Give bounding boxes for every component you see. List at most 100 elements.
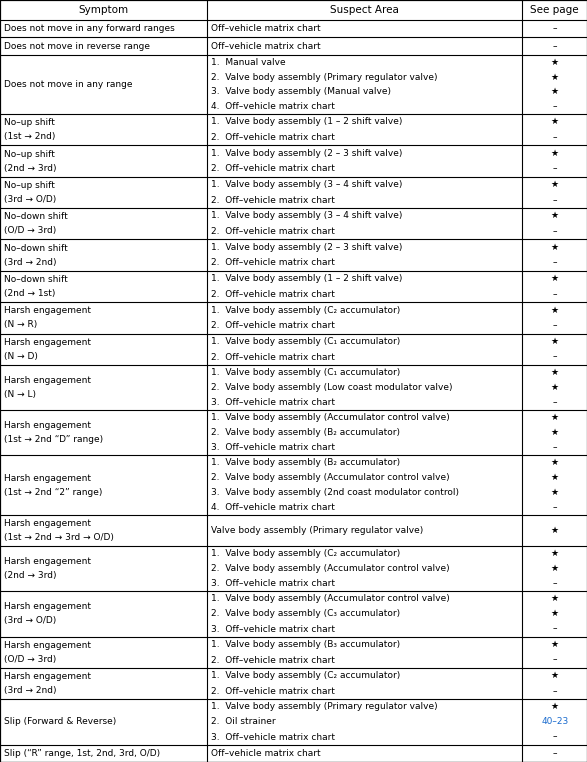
Text: No–up shift: No–up shift [4, 118, 55, 127]
Text: (3rd → O/D): (3rd → O/D) [4, 195, 56, 204]
Text: –: – [552, 102, 557, 111]
Text: No–up shift: No–up shift [4, 181, 55, 190]
Text: Symptom: Symptom [78, 5, 129, 15]
Text: 4.  Off–vehicle matrix chart: 4. Off–vehicle matrix chart [211, 102, 335, 111]
Text: –: – [552, 579, 557, 588]
Text: 2.  Off–vehicle matrix chart: 2. Off–vehicle matrix chart [211, 322, 335, 330]
Text: No–down shift: No–down shift [4, 244, 68, 253]
Text: 3.  Off–vehicle matrix chart: 3. Off–vehicle matrix chart [211, 443, 335, 453]
Text: ★: ★ [551, 58, 559, 67]
Text: 3.  Off–vehicle matrix chart: 3. Off–vehicle matrix chart [211, 625, 335, 633]
Text: Slip (“R” range, 1st, 2nd, 3rd, O/D): Slip (“R” range, 1st, 2nd, 3rd, O/D) [4, 749, 160, 757]
Text: 1.  Valve body assembly (C₂ accumulator): 1. Valve body assembly (C₂ accumulator) [211, 306, 400, 315]
Text: ★: ★ [551, 368, 559, 377]
Text: –: – [552, 503, 557, 512]
Text: –: – [552, 24, 557, 34]
Text: ★: ★ [551, 413, 559, 422]
Text: Harsh engagement: Harsh engagement [4, 603, 91, 611]
Text: –: – [552, 625, 557, 633]
Text: 1.  Valve body assembly (3 – 4 shift valve): 1. Valve body assembly (3 – 4 shift valv… [211, 180, 402, 189]
Text: –: – [552, 732, 557, 741]
Text: ★: ★ [551, 594, 559, 604]
Text: No–down shift: No–down shift [4, 213, 68, 221]
Text: 2.  Off–vehicle matrix chart: 2. Off–vehicle matrix chart [211, 353, 335, 361]
Text: 40–23: 40–23 [541, 718, 568, 726]
Text: –: – [552, 687, 557, 696]
Text: –: – [552, 655, 557, 664]
Text: (2nd → 3rd): (2nd → 3rd) [4, 572, 56, 580]
Text: Harsh engagement: Harsh engagement [4, 306, 91, 315]
Text: Does not move in reverse range: Does not move in reverse range [4, 42, 150, 50]
Text: 1.  Valve body assembly (C₂ accumulator): 1. Valve body assembly (C₂ accumulator) [211, 549, 400, 558]
Text: Off–vehicle matrix chart: Off–vehicle matrix chart [211, 749, 321, 757]
Text: Does not move in any range: Does not move in any range [4, 80, 133, 89]
Text: (1st → 2nd “D” range): (1st → 2nd “D” range) [4, 435, 103, 444]
Text: See page: See page [531, 5, 579, 15]
Text: 1.  Valve body assembly (1 – 2 shift valve): 1. Valve body assembly (1 – 2 shift valv… [211, 274, 402, 283]
Text: 2.  Valve body assembly (Accumulator control valve): 2. Valve body assembly (Accumulator cont… [211, 473, 449, 482]
Text: –: – [552, 290, 557, 299]
Text: 2.  Off–vehicle matrix chart: 2. Off–vehicle matrix chart [211, 165, 335, 174]
Text: 1.  Valve body assembly (Accumulator control valve): 1. Valve body assembly (Accumulator cont… [211, 594, 450, 604]
Text: ★: ★ [551, 306, 559, 315]
Text: 1.  Manual valve: 1. Manual valve [211, 58, 285, 67]
Text: 2.  Off–vehicle matrix chart: 2. Off–vehicle matrix chart [211, 196, 335, 205]
Text: ★: ★ [551, 149, 559, 158]
Text: Suspect Area: Suspect Area [330, 5, 399, 15]
Text: Slip (Forward & Reverse): Slip (Forward & Reverse) [4, 718, 116, 726]
Text: 1.  Valve body assembly (B₂ accumulator): 1. Valve body assembly (B₂ accumulator) [211, 459, 400, 467]
Text: 1.  Valve body assembly (B₃ accumulator): 1. Valve body assembly (B₃ accumulator) [211, 640, 400, 649]
Text: (O/D → 3rd): (O/D → 3rd) [4, 655, 56, 664]
Text: ★: ★ [551, 526, 559, 535]
Text: ★: ★ [551, 703, 559, 712]
Text: 3.  Valve body assembly (Manual valve): 3. Valve body assembly (Manual valve) [211, 88, 390, 96]
Text: No–down shift: No–down shift [4, 275, 68, 284]
Text: 1.  Valve body assembly (C₂ accumulator): 1. Valve body assembly (C₂ accumulator) [211, 671, 400, 680]
Text: (2nd → 3rd): (2nd → 3rd) [4, 164, 56, 172]
Text: –: – [552, 227, 557, 236]
Text: –: – [552, 443, 557, 453]
Text: ★: ★ [551, 671, 559, 680]
Text: 3.  Off–vehicle matrix chart: 3. Off–vehicle matrix chart [211, 579, 335, 588]
Text: ★: ★ [551, 549, 559, 558]
Text: 1.  Valve body assembly (Accumulator control valve): 1. Valve body assembly (Accumulator cont… [211, 413, 450, 422]
Text: –: – [552, 133, 557, 142]
Text: 2.  Off–vehicle matrix chart: 2. Off–vehicle matrix chart [211, 258, 335, 267]
Text: ★: ★ [551, 473, 559, 482]
Text: 2.  Oil strainer: 2. Oil strainer [211, 718, 275, 726]
Text: 2.  Off–vehicle matrix chart: 2. Off–vehicle matrix chart [211, 687, 335, 696]
Text: (1st → 2nd → 3rd → O/D): (1st → 2nd → 3rd → O/D) [4, 533, 114, 542]
Text: –: – [552, 398, 557, 407]
Text: 3.  Off–vehicle matrix chart: 3. Off–vehicle matrix chart [211, 732, 335, 741]
Text: –: – [552, 42, 557, 50]
Text: ★: ★ [551, 180, 559, 189]
Text: (3rd → 2nd): (3rd → 2nd) [4, 686, 56, 695]
Text: –: – [552, 749, 557, 757]
Text: No–up shift: No–up shift [4, 149, 55, 158]
Text: 2.  Off–vehicle matrix chart: 2. Off–vehicle matrix chart [211, 133, 335, 142]
Text: Off–vehicle matrix chart: Off–vehicle matrix chart [211, 24, 321, 34]
Text: –: – [552, 322, 557, 330]
Text: (O/D → 3rd): (O/D → 3rd) [4, 226, 56, 235]
Text: ★: ★ [551, 459, 559, 467]
Text: 3.  Valve body assembly (2nd coast modulator control): 3. Valve body assembly (2nd coast modula… [211, 488, 458, 497]
Text: 2.  Off–vehicle matrix chart: 2. Off–vehicle matrix chart [211, 290, 335, 299]
Text: Harsh engagement: Harsh engagement [4, 519, 91, 528]
Text: 2.  Valve body assembly (Primary regulator valve): 2. Valve body assembly (Primary regulato… [211, 72, 437, 82]
Text: ★: ★ [551, 564, 559, 573]
Text: 1.  Valve body assembly (2 – 3 shift valve): 1. Valve body assembly (2 – 3 shift valv… [211, 149, 402, 158]
Text: –: – [552, 353, 557, 361]
Text: Harsh engagement: Harsh engagement [4, 641, 91, 650]
Text: ★: ★ [551, 72, 559, 82]
Text: (3rd → 2nd): (3rd → 2nd) [4, 258, 56, 267]
Text: (N → L): (N → L) [4, 390, 36, 399]
Text: ★: ★ [551, 211, 559, 220]
Text: Harsh engagement: Harsh engagement [4, 338, 91, 347]
Text: 1.  Valve body assembly (2 – 3 shift valve): 1. Valve body assembly (2 – 3 shift valv… [211, 243, 402, 251]
Text: 1.  Valve body assembly (Primary regulator valve): 1. Valve body assembly (Primary regulato… [211, 703, 437, 712]
Text: Harsh engagement: Harsh engagement [4, 557, 91, 566]
Text: 2.  Valve body assembly (B₂ accumulator): 2. Valve body assembly (B₂ accumulator) [211, 428, 400, 437]
Text: Off–vehicle matrix chart: Off–vehicle matrix chart [211, 42, 321, 50]
Text: 2.  Off–vehicle matrix chart: 2. Off–vehicle matrix chart [211, 227, 335, 236]
Text: Harsh engagement: Harsh engagement [4, 376, 91, 385]
